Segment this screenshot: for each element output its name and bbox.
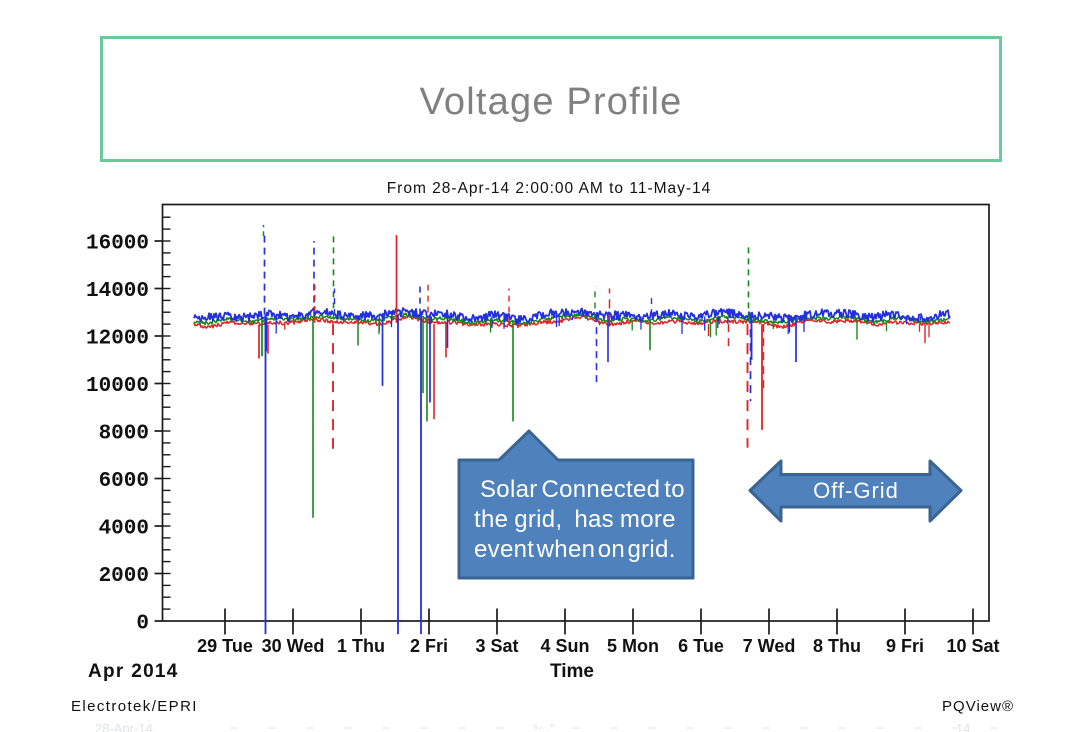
- svg-text:6 Tue: 6 Tue: [678, 636, 724, 656]
- svg-text:10 Sat: 10 Sat: [946, 636, 999, 656]
- svg-text:Off-Grid: Off-Grid: [813, 478, 899, 503]
- svg-text:4000: 4000: [99, 518, 149, 541]
- svg-text:Apr 2014: Apr 2014: [88, 661, 179, 682]
- svg-text:the grid, has more: the grid, has more: [474, 506, 676, 533]
- svg-text:9 Fri: 9 Fri: [886, 636, 924, 656]
- svg-text:10000: 10000: [86, 375, 149, 398]
- svg-text:4 Sun: 4 Sun: [540, 636, 589, 656]
- svg-text:0: 0: [136, 613, 149, 636]
- svg-text:1 Thu: 1 Thu: [337, 636, 385, 656]
- svg-text:7 Wed: 7 Wed: [743, 636, 796, 656]
- svg-text:2 Fri: 2 Fri: [410, 636, 448, 656]
- svg-text:8 Thu: 8 Thu: [813, 636, 861, 656]
- svg-text:16000: 16000: [86, 233, 149, 256]
- svg-text:Time: Time: [550, 661, 594, 682]
- svg-text:14000: 14000: [86, 280, 149, 303]
- svg-text:5 Mon: 5 Mon: [607, 636, 659, 656]
- svg-text:event when on grid.: event when on grid.: [474, 536, 676, 563]
- svg-text:28-Apr-14: 28-Apr-14: [95, 721, 153, 732]
- svg-text:“…”: “…”: [533, 721, 555, 732]
- svg-text:Electrotek/EPRI: Electrotek/EPRI: [71, 698, 198, 715]
- svg-text:2000: 2000: [99, 565, 149, 588]
- svg-text:Solar Connected to: Solar Connected to: [480, 476, 685, 503]
- svg-text:29 Tue: 29 Tue: [197, 636, 253, 656]
- svg-text:12000: 12000: [86, 328, 149, 351]
- svg-text:14: 14: [956, 721, 970, 732]
- svg-text:8000: 8000: [99, 423, 149, 446]
- svg-text:3 Sat: 3 Sat: [475, 636, 518, 656]
- svg-text:From 28-Apr-14 2:00:00 AM to 1: From 28-Apr-14 2:00:00 AM to 11-May-14: [387, 180, 712, 197]
- svg-text:6000: 6000: [99, 470, 149, 493]
- svg-text:30 Wed: 30 Wed: [262, 636, 325, 656]
- svg-text:PQView®: PQView®: [942, 698, 1014, 715]
